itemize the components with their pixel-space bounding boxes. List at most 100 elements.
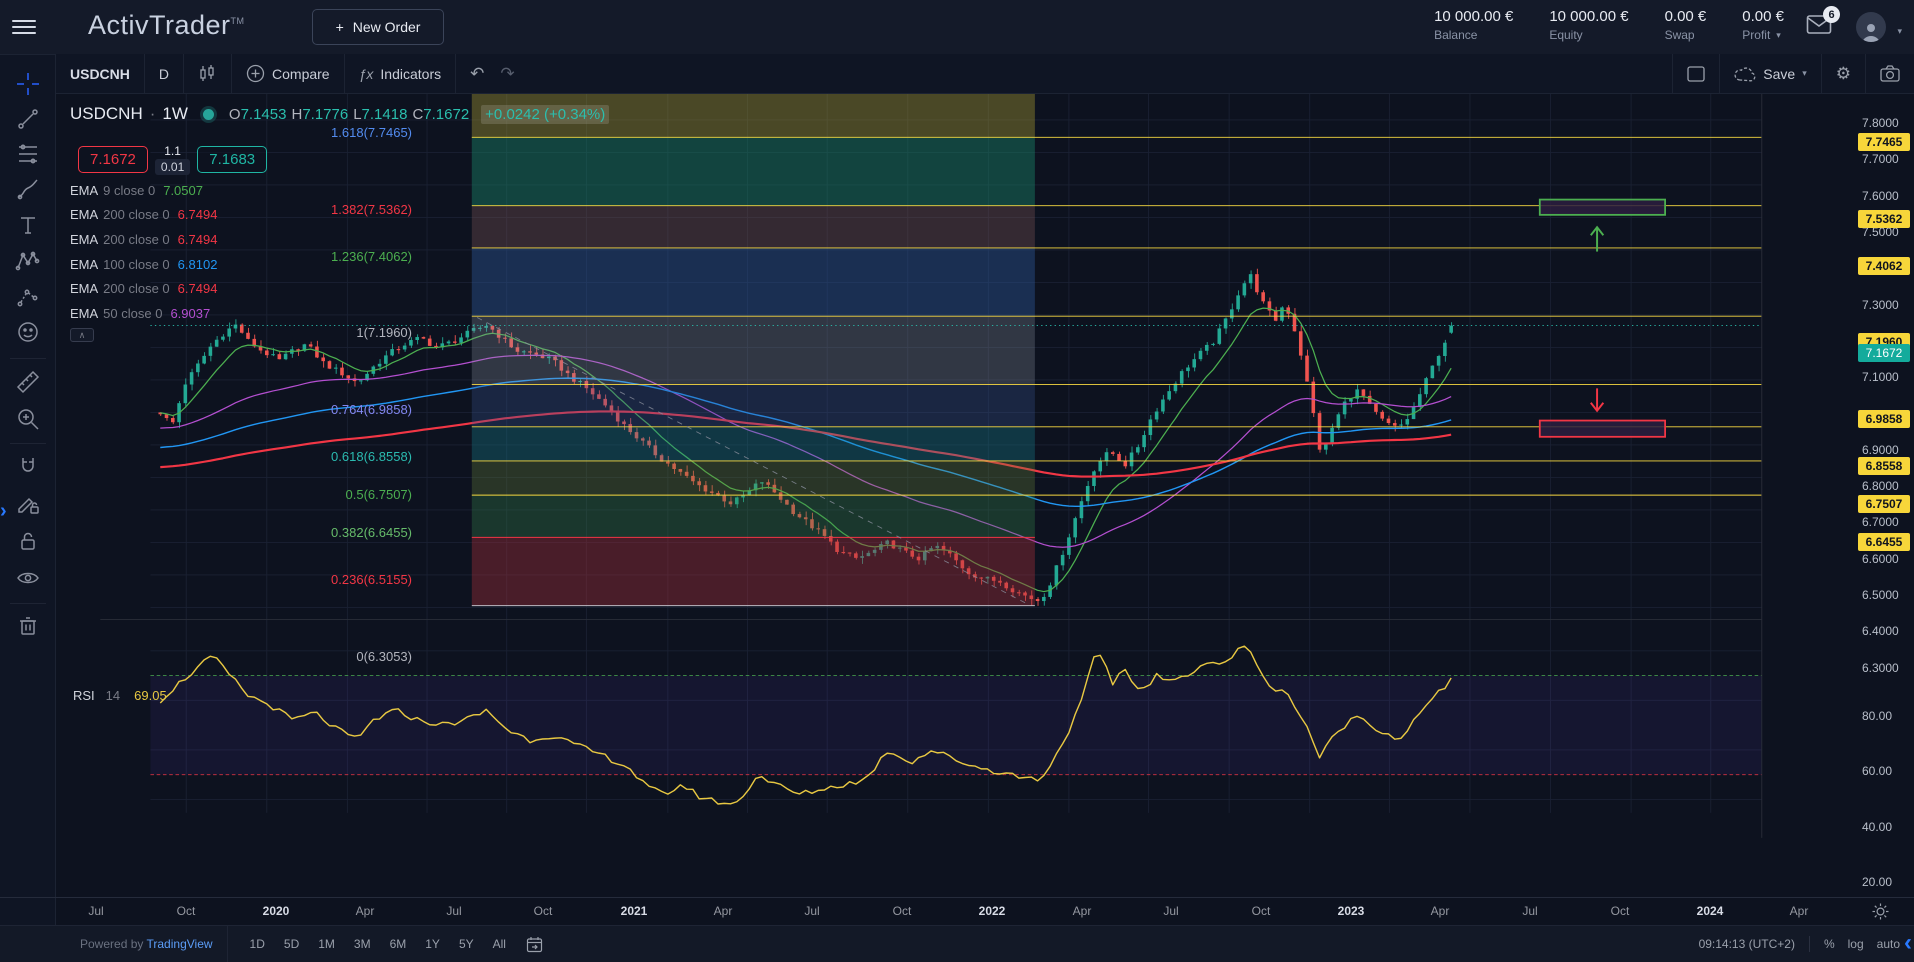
- go-to-date-button[interactable]: [526, 936, 543, 953]
- zoom-in-tool[interactable]: [14, 405, 42, 433]
- indicator-row[interactable]: EMA 9 close 0 7.0507: [70, 182, 203, 198]
- mail-button[interactable]: 6: [1806, 6, 1840, 35]
- time-tick: Oct: [176, 904, 196, 918]
- tradingview-link[interactable]: TradingView: [146, 937, 213, 951]
- price-alert-badge: 6.6455: [1858, 533, 1910, 552]
- ruler-tool[interactable]: [14, 368, 42, 396]
- hide-all-icon: [17, 572, 39, 584]
- drawing-lock-icon: [18, 497, 39, 514]
- symbol-button[interactable]: USDCNH: [70, 65, 130, 82]
- scale-buttons: % log auto: [1824, 937, 1900, 951]
- lock-all-tool[interactable]: [14, 527, 42, 555]
- lock-all-icon: [21, 532, 35, 550]
- forecast-tool[interactable]: [14, 283, 42, 311]
- time-tick: 2024: [1696, 904, 1724, 918]
- market-status-icon[interactable]: [202, 108, 214, 120]
- time-axis[interactable]: Jul Oct 2020 Apr Jul Oct 2021 Apr Jul Oct 2022 Apr J…: [0, 897, 1914, 925]
- range-button-6m[interactable]: 6M: [389, 937, 407, 951]
- scale-button-auto[interactable]: auto: [1876, 937, 1900, 951]
- indicator-row[interactable]: EMA 200 close 0 6.7494: [70, 231, 218, 247]
- indicator-row[interactable]: EMA 100 close 0 6.8102: [70, 256, 218, 272]
- indicators-button[interactable]: ƒx Indicators: [358, 65, 442, 82]
- fib-retracement-icon: [19, 144, 37, 164]
- profit-caret-icon[interactable]: ▾: [1776, 29, 1781, 40]
- range-button-all[interactable]: All: [492, 937, 506, 951]
- xabcd-pattern-tool[interactable]: [14, 247, 42, 275]
- current-price-badge: 7.1672: [1858, 343, 1910, 362]
- range-button-5y[interactable]: 5Y: [458, 937, 474, 951]
- trend-line-tool[interactable]: [14, 105, 42, 133]
- drawing-lock-tool[interactable]: [14, 490, 42, 518]
- magnet-tool[interactable]: [14, 453, 42, 481]
- settings-button[interactable]: ⚙: [1822, 54, 1865, 94]
- range-button-1d[interactable]: 1D: [249, 937, 265, 951]
- panel-expand-right-icon[interactable]: ‹: [1904, 929, 1912, 956]
- powered-by: Powered by TradingView: [80, 937, 213, 951]
- avatar-caret-icon[interactable]: ▾: [1897, 26, 1902, 36]
- price-axis-label: 6.7000: [1862, 515, 1899, 530]
- avatar[interactable]: [1856, 12, 1886, 42]
- rsi-legend: RSI 14 69.05: [73, 688, 167, 703]
- price-axis-label: 6.8000: [1862, 479, 1899, 493]
- time-tick: Apr: [1430, 904, 1450, 918]
- compare-button[interactable]: Compare: [232, 54, 344, 94]
- text-tool[interactable]: [14, 211, 42, 239]
- ruler-icon: [16, 370, 40, 394]
- emoji-tool[interactable]: [14, 318, 42, 346]
- plus-icon: +: [335, 19, 344, 35]
- layout-button[interactable]: [1673, 54, 1719, 94]
- save-button[interactable]: Save ▾: [1720, 54, 1820, 94]
- person-icon: [1862, 24, 1880, 42]
- clock[interactable]: 09:14:13 (UTC+2): [1698, 937, 1795, 951]
- fib-retracement-tool[interactable]: [14, 140, 42, 168]
- screenshot-button[interactable]: [1866, 54, 1914, 94]
- spread-value: 1.1: [164, 144, 181, 158]
- range-button-1m[interactable]: 1M: [318, 937, 335, 951]
- chart-toolbar: USDCNH D Compare ƒx Indicators ↶ ↷: [56, 53, 1914, 94]
- price-alert-badge: 7.5362: [1858, 209, 1910, 228]
- legend-symbol[interactable]: USDCNH: [70, 104, 143, 123]
- time-tick: Apr: [1789, 904, 1809, 918]
- magnet-icon: [22, 458, 34, 472]
- toolbar-divider: [10, 603, 46, 604]
- legend-collapse-button[interactable]: ∧: [70, 328, 94, 342]
- fib-level-label: 0(6.3053): [356, 648, 412, 664]
- redo-button[interactable]: ↷: [498, 54, 528, 94]
- brush-icon: [17, 179, 38, 200]
- chart-canvas[interactable]: [0, 94, 1914, 897]
- price-axis-label: 7.8000: [1862, 116, 1899, 130]
- new-order-button[interactable]: + New Order: [312, 9, 444, 45]
- crosshair-icon: [17, 73, 39, 95]
- ohlc-values: O7.1453 H7.1776 L7.1418 C7.1672: [228, 106, 470, 123]
- range-button-1y[interactable]: 1Y: [425, 937, 440, 951]
- menu-icon[interactable]: [12, 16, 36, 36]
- hide-all-tool[interactable]: [14, 564, 42, 592]
- indicator-row[interactable]: EMA 200 close 0 6.7494: [70, 281, 218, 297]
- sell-price-button[interactable]: 7.1672: [78, 146, 148, 173]
- range-button-5d[interactable]: 5D: [283, 937, 300, 951]
- toolbar-divider: [10, 358, 46, 359]
- fib-level-label: 1(7.1960): [356, 325, 412, 341]
- interval-button[interactable]: D: [158, 65, 170, 82]
- price-alert-badge: 6.7507: [1858, 494, 1910, 513]
- scale-button-log[interactable]: log: [1847, 937, 1864, 951]
- time-tick: Apr: [355, 904, 375, 918]
- gear-icon: ⚙: [1835, 63, 1851, 83]
- chart-type-button[interactable]: [184, 54, 231, 94]
- indicator-row[interactable]: EMA 50 close 0 6.9037: [70, 305, 211, 321]
- change-value: +0.0242 (+0.34%): [481, 104, 610, 124]
- undo-button[interactable]: ↶: [456, 54, 498, 94]
- time-axis-settings-icon[interactable]: [1872, 903, 1889, 920]
- brush-tool[interactable]: [14, 175, 42, 203]
- scale-button-%[interactable]: %: [1823, 937, 1835, 951]
- crosshair-tool[interactable]: [14, 70, 42, 98]
- buy-price-button[interactable]: 7.1683: [197, 146, 268, 173]
- remove-objects-tool[interactable]: [14, 612, 42, 640]
- fx-icon: ƒx: [358, 65, 374, 82]
- indicator-row[interactable]: EMA 200 close 0 6.7494: [70, 207, 218, 223]
- fib-level-label: 1.382(7.5362): [331, 201, 412, 217]
- range-button-3m[interactable]: 3M: [353, 937, 371, 951]
- rsi-value: 69.05: [134, 688, 167, 703]
- panel-expand-left-icon[interactable]: ›: [0, 500, 7, 522]
